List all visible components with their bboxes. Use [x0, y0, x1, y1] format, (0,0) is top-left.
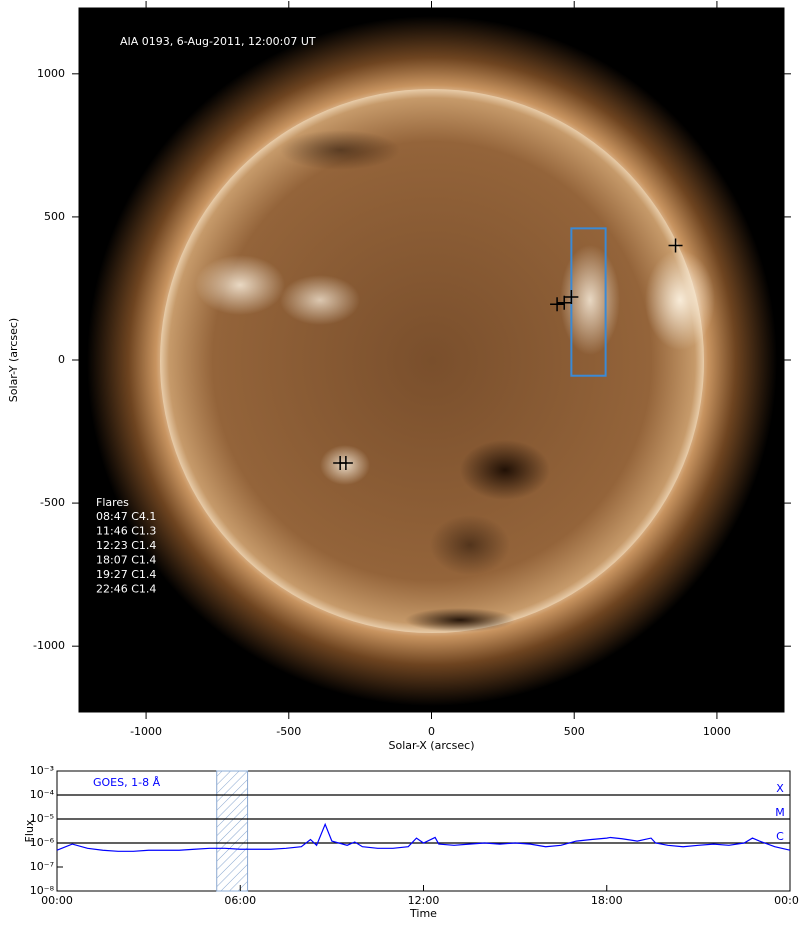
- x-tick-label: -500: [276, 725, 301, 738]
- y-tick-label: -1000: [33, 639, 65, 652]
- legend-entry: GOES, 1-8 Å: [93, 776, 161, 789]
- y-tick-label: 10⁻⁵: [30, 812, 54, 825]
- flare-marker: [557, 295, 572, 310]
- y-tick-label: 10⁻⁸: [30, 884, 55, 897]
- y-tick-label: 500: [44, 210, 65, 223]
- x-tick-label: -1000: [130, 725, 162, 738]
- flare-entry: 18:07 C1.4: [96, 554, 156, 567]
- x-tick-label: 06:00: [224, 894, 256, 907]
- x-tick-label: 12:00: [408, 894, 440, 907]
- flare-marker: [564, 290, 579, 305]
- x-tick-label: 0: [428, 725, 435, 738]
- y-tick-label: 10⁻³: [30, 764, 54, 777]
- flare-list-title: Flares: [96, 496, 129, 509]
- y-tick-label: 10⁻⁴: [30, 788, 55, 801]
- y-tick-label: -500: [40, 496, 65, 509]
- flare-entry: 12:23 C1.4: [96, 539, 156, 552]
- class-label: X: [776, 782, 784, 795]
- x-tick-label: 500: [564, 725, 585, 738]
- class-label: C: [776, 830, 784, 843]
- x-tick-label: 00:00: [41, 894, 73, 907]
- y-tick-label: 10⁻⁷: [30, 860, 54, 873]
- shaded-interval: [216, 770, 249, 892]
- image-title: AIA 0193, 6-Aug-2011, 12:00:07 UT: [120, 35, 316, 48]
- flare-entry: 08:47 C4.1: [96, 510, 156, 523]
- flux-line: [56, 822, 791, 852]
- x-tick-label: 00:00: [774, 894, 799, 907]
- x-tick-label: 1000: [703, 725, 731, 738]
- x-axis-label: Time: [409, 907, 437, 920]
- flare-marker: [550, 297, 565, 312]
- y-tick-label: 10⁻⁶: [30, 836, 55, 849]
- flare-entry: 19:27 C1.4: [96, 568, 156, 581]
- solar-image: [79, 8, 784, 712]
- y-tick-label: 0: [58, 353, 65, 366]
- class-label: M: [775, 806, 785, 819]
- y-axis-label: Solar-Y (arcsec): [7, 318, 20, 402]
- y-tick-label: 1000: [37, 67, 65, 80]
- flare-marker: [338, 456, 353, 471]
- y-axis-label: Flux: [23, 819, 36, 842]
- x-axis-label: Solar-X (arcsec): [389, 739, 475, 752]
- plot-frame: [56, 770, 791, 892]
- flare-marker: [668, 238, 683, 253]
- flare-entry: 22:46 C1.4: [96, 583, 156, 596]
- x-tick-label: 18:00: [591, 894, 623, 907]
- flare-entry: 11:46 C1.3: [96, 525, 156, 538]
